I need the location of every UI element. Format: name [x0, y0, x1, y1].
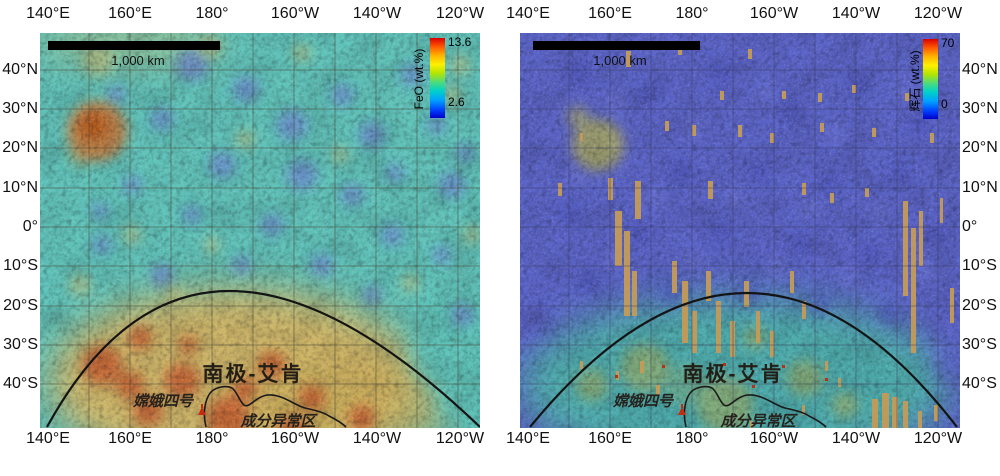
lat-tick-label: 40°S: [962, 375, 997, 392]
pyroxene-map-image: 1,000 km 70 0 辉石 (wt.%) 南极-艾肯 嫦娥四号 成分异常区: [520, 33, 960, 430]
lon-tick-label: 160°W: [270, 5, 320, 22]
lat-tick-label: 20°S: [3, 297, 38, 314]
lon-tick-label: 120°W: [435, 430, 485, 447]
lon-tick-label: 140°E: [506, 430, 550, 447]
spa-rim-line: [46, 290, 480, 428]
lon-tick-label: 140°W: [831, 430, 881, 447]
scalebar-label: 1,000 km: [593, 53, 647, 68]
lon-tick-label: 160°E: [108, 430, 152, 447]
lat-tick-label: 10°N: [962, 179, 998, 196]
lon-tick-label: 140°W: [831, 5, 881, 22]
lat-tick-label: 10°S: [3, 257, 38, 274]
lat-tick-label: 30°S: [3, 336, 38, 353]
lat-tick-label: 30°N: [962, 100, 998, 117]
colorbar-min-label: 2.6: [448, 95, 465, 109]
spa-rim-line: [529, 292, 958, 428]
colorbar-min-label: 0: [941, 97, 948, 111]
lat-tick-label: 30°N: [2, 100, 38, 117]
lat-tick-label: 40°S: [3, 375, 38, 392]
lat-tick-label: 10°S: [962, 257, 997, 274]
basin-label: 南极-艾肯: [682, 363, 784, 386]
colorbar: [923, 39, 938, 119]
lat-tick-label: 20°N: [962, 139, 998, 156]
colorbar-title: FeO (wt.%): [412, 48, 426, 110]
lon-tick-label: 120°W: [913, 430, 963, 447]
red-detection-dots: [615, 363, 828, 388]
scalebar: [533, 41, 700, 50]
change4-label: 嫦娥四号: [132, 394, 194, 410]
lat-tick-label: 20°S: [962, 297, 997, 314]
pyroxene-map-art: [520, 33, 960, 428]
colorbar: [430, 38, 445, 118]
lon-tick-label: 160°W: [749, 430, 799, 447]
lat-tick-label: 30°S: [962, 336, 997, 353]
lon-tick-label: 140°W: [352, 5, 402, 22]
lon-tick-label: 180°: [675, 430, 709, 447]
lat-tick-label: 40°N: [962, 61, 998, 78]
lon-tick-label: 160°E: [108, 5, 152, 22]
lon-tick-label: 160°W: [749, 5, 799, 22]
anomaly-zone-label: 成分异常区: [240, 414, 316, 430]
lon-tick-label: 160°E: [588, 430, 632, 447]
anomaly-zone-label: 成分异常区: [720, 414, 796, 430]
lat-tick-label: 10°N: [2, 179, 38, 196]
basin-label: 南极-艾肯: [202, 363, 304, 386]
lat-tick-label: 0°: [962, 218, 978, 235]
lon-tick-label: 180°: [195, 430, 229, 447]
lon-tick-label: 120°W: [913, 5, 963, 22]
lon-tick-label: 180°: [675, 5, 709, 22]
pyroxene-strips: [558, 43, 954, 428]
feo-map-art: [40, 33, 480, 428]
scalebar-label: 1,000 km: [111, 53, 165, 68]
colorbar-max-label: 70: [941, 36, 955, 50]
panel-feo: 140°E 160°E 180° 160°W 140°W 120°W 40°N …: [2, 5, 485, 447]
lon-tick-label: 140°E: [26, 5, 70, 22]
colorbar-max-label: 13.6: [448, 35, 472, 49]
lon-tick-label: 160°W: [270, 430, 320, 447]
lander-marker-icon: [198, 404, 206, 415]
anomaly-outline: [683, 385, 827, 428]
feo-map-image: 1,000 km 13.6 2.6 FeO (wt.%) 南极-艾肯 嫦娥四号 …: [40, 33, 480, 430]
lat-tick-label: 20°N: [2, 139, 38, 156]
lon-tick-label: 140°E: [506, 5, 550, 22]
lander-marker-icon: [678, 404, 686, 415]
lon-tick-label: 140°E: [26, 430, 70, 447]
change4-label: 嫦娥四号: [612, 394, 674, 410]
colorbar-title: 辉石 (wt.%): [908, 50, 922, 112]
scalebar: [48, 41, 220, 50]
lon-tick-label: 160°E: [588, 5, 632, 22]
lon-tick-label: 180°: [195, 5, 229, 22]
grid-lines: [40, 33, 480, 428]
lat-tick-label: 40°N: [2, 61, 38, 78]
lon-tick-label: 140°W: [352, 430, 402, 447]
panel-pyroxene: 140°E 160°E 180° 160°W 140°W 120°W 40°N …: [500, 0, 1000, 476]
lat-tick-label: 0°: [22, 218, 38, 235]
anomaly-outline: [203, 385, 347, 428]
lon-tick-label: 120°W: [435, 5, 485, 22]
